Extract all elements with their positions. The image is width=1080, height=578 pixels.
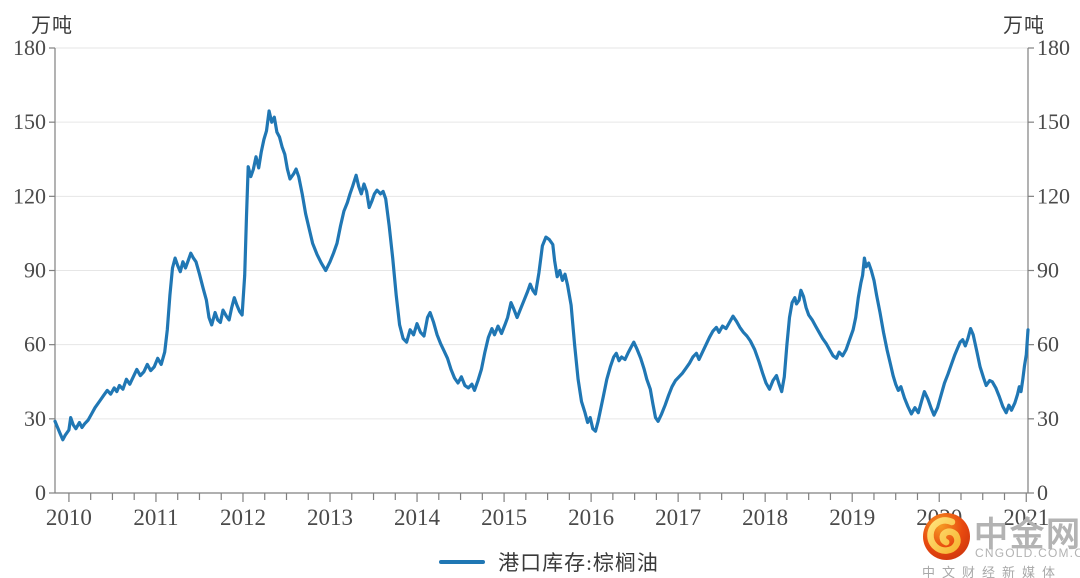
svg-text:180: 180 xyxy=(13,35,46,60)
svg-text:2021: 2021 xyxy=(1003,505,1049,530)
svg-text:2011: 2011 xyxy=(133,505,178,530)
svg-text:120: 120 xyxy=(13,183,46,208)
svg-text:2012: 2012 xyxy=(220,505,266,530)
y-tick-marks xyxy=(49,47,1034,494)
svg-text:60: 60 xyxy=(24,332,46,357)
x-tick-labels: 2010 2011 2012 2013 2014 2015 2016 2017 2018 2019… xyxy=(46,505,1049,530)
svg-text:0: 0 xyxy=(1037,480,1048,505)
svg-text:2019: 2019 xyxy=(829,505,875,530)
svg-text:2013: 2013 xyxy=(307,505,353,530)
y-gridlines xyxy=(55,47,1028,420)
svg-text:90: 90 xyxy=(1037,258,1059,283)
watermark-domain: CNGOLD.COM.CN xyxy=(975,546,1080,560)
svg-text:150: 150 xyxy=(13,109,46,134)
svg-text:0: 0 xyxy=(35,480,46,505)
svg-text:90: 90 xyxy=(24,258,46,283)
svg-text:2018: 2018 xyxy=(742,505,788,530)
svg-text:60: 60 xyxy=(1037,332,1059,357)
svg-text:2016: 2016 xyxy=(568,505,614,530)
svg-text:2010: 2010 xyxy=(46,505,92,530)
svg-text:180: 180 xyxy=(1037,35,1070,60)
svg-text:120: 120 xyxy=(1037,183,1070,208)
svg-text:150: 150 xyxy=(1037,109,1070,134)
svg-text:2014: 2014 xyxy=(394,505,441,530)
series-line-palm-oil-inventory xyxy=(53,109,1030,442)
legend-line-swatch xyxy=(439,560,486,564)
watermark-tagline: 中文财经新媒体 xyxy=(922,565,1063,578)
svg-text:30: 30 xyxy=(24,406,46,431)
svg-text:2015: 2015 xyxy=(481,505,527,530)
legend-series-label: 港口库存:棕榈油 xyxy=(498,551,659,575)
y-tick-labels: 0 0 30 30 60 60 90 90 120 120 150 150 180 180 xyxy=(13,35,1070,505)
svg-text:30: 30 xyxy=(1037,406,1059,431)
svg-text:2017: 2017 xyxy=(655,505,701,530)
legend: 港口库存:棕榈油 xyxy=(9,547,1080,577)
watermark-brand: 中金网 xyxy=(974,516,1080,554)
y-axis-unit-left: 万吨 xyxy=(31,15,73,37)
cngold-watermark: 中金网 CNGOLD.COM.CN 中文财经新媒体 xyxy=(920,505,1080,578)
y-axis-unit-right: 万吨 xyxy=(1003,15,1045,37)
cngold-logo-icon xyxy=(923,513,970,560)
x-tick-marks xyxy=(68,493,1027,502)
